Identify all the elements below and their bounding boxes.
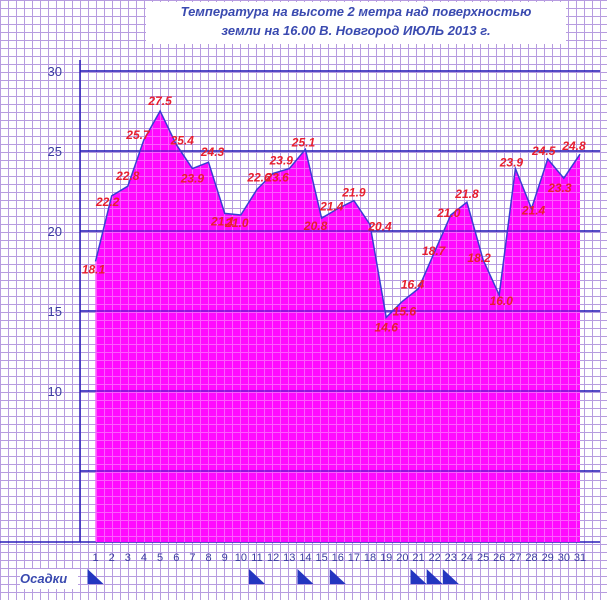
data-label-day-19: 14.6 <box>375 320 399 334</box>
precipitation-marker-day-11 <box>249 569 265 584</box>
x-tick-label-18: 18 <box>364 552 376 564</box>
data-label-day-31: 24.8 <box>561 139 586 153</box>
precipitation-marker-day-16 <box>329 569 346 584</box>
x-tick-label-13: 13 <box>283 552 295 564</box>
x-tick-label-19: 19 <box>380 552 392 564</box>
data-label-day-26: 16.0 <box>490 294 514 308</box>
y-tick-label-20: 20 <box>48 224 62 239</box>
data-label-day-23: 21.0 <box>436 206 461 220</box>
data-label-day-25: 18.2 <box>467 251 491 265</box>
data-label-day-8: 24.3 <box>200 145 225 159</box>
x-tick-label-31: 31 <box>574 552 586 564</box>
data-label-day-12: 23.6 <box>264 170 289 184</box>
y-tick-label-15: 15 <box>48 304 62 319</box>
data-label-day-28: 21.4 <box>521 204 546 218</box>
y-tick-label-30: 30 <box>48 64 62 79</box>
x-tick-label-9: 9 <box>222 552 228 564</box>
chart-title: Температура на высоте 2 метра над поверх… <box>146 2 566 44</box>
precipitation-marker-day-1 <box>87 569 104 584</box>
data-label-day-3: 22.8 <box>115 169 140 183</box>
data-label-day-29: 24.5 <box>531 144 556 158</box>
data-label-day-13: 23.9 <box>269 154 294 168</box>
temperature-line <box>94 109 581 319</box>
chart-title-line1: Температура на высоте 2 метра над поверх… <box>180 4 532 19</box>
chart-title-line2: земли на 16.00 В. Новгород ИЮЛЬ 2013 г. <box>221 23 491 38</box>
data-label-day-22: 18.7 <box>422 244 447 258</box>
x-tick-label-5: 5 <box>157 552 163 564</box>
x-tick-label-3: 3 <box>125 552 131 564</box>
x-tick-label-4: 4 <box>141 552 147 564</box>
data-label-day-21: 16.4 <box>401 278 425 292</box>
data-label-day-17: 21.9 <box>341 186 366 200</box>
precipitation-label: Осадки <box>20 569 78 589</box>
data-label-day-27: 23.9 <box>499 156 524 170</box>
data-label-day-16: 21.4 <box>319 200 344 214</box>
x-tick-label-24: 24 <box>461 552 473 564</box>
x-tick-label-15: 15 <box>315 552 327 564</box>
x-tick-label-14: 14 <box>299 552 311 564</box>
data-label-day-24: 21.8 <box>454 187 479 201</box>
data-label-day-6: 25.4 <box>170 134 195 148</box>
data-label-day-15: 20.8 <box>303 219 328 233</box>
x-tick-label-1: 1 <box>92 552 98 564</box>
x-tick-label-23: 23 <box>445 552 457 564</box>
x-tick-label-11: 11 <box>251 552 262 564</box>
x-tick-label-2: 2 <box>109 552 115 564</box>
data-label-day-10: 21.0 <box>224 216 249 230</box>
x-tick-label-16: 16 <box>332 552 344 564</box>
precipitation-marker-day-21 <box>410 569 427 584</box>
data-label-day-14: 25.1 <box>291 135 316 149</box>
x-tick-label-20: 20 <box>396 552 408 564</box>
temperature-area <box>95 111 580 542</box>
data-label-day-1: 18.1 <box>82 262 106 276</box>
x-tick-label-26: 26 <box>493 552 505 564</box>
data-label-day-7: 23.9 <box>180 172 205 186</box>
x-tick-label-29: 29 <box>542 552 554 564</box>
y-tick-label-10: 10 <box>48 384 62 399</box>
data-label-day-18: 20.4 <box>367 220 392 234</box>
data-label-day-9: 21.1 <box>210 214 235 228</box>
x-tick-label-6: 6 <box>173 552 179 564</box>
x-tick-label-22: 22 <box>429 552 441 564</box>
data-label-day-30: 23.3 <box>547 181 572 195</box>
data-label-day-20: 15.6 <box>393 304 417 318</box>
data-label-day-2: 22.2 <box>95 195 120 209</box>
precipitation-marker-day-22 <box>426 569 443 584</box>
x-tick-label-7: 7 <box>189 552 195 564</box>
data-label-day-11: 22.6 <box>246 170 271 184</box>
data-label-day-4: 25.7 <box>125 128 151 142</box>
precipitation-marker-day-14 <box>297 569 314 584</box>
x-tick-label-17: 17 <box>348 552 360 564</box>
x-tick-label-10: 10 <box>235 552 247 564</box>
data-label-day-5: 27.5 <box>147 94 172 108</box>
x-tick-label-12: 12 <box>267 552 279 564</box>
x-tick-label-25: 25 <box>477 552 489 564</box>
x-tick-label-21: 21 <box>412 552 424 564</box>
x-tick-label-8: 8 <box>205 552 211 564</box>
precipitation-marker-day-23 <box>442 569 459 584</box>
x-tick-label-27: 27 <box>509 552 521 564</box>
x-tick-label-30: 30 <box>558 552 570 564</box>
y-tick-label-25: 25 <box>48 144 62 159</box>
x-tick-label-28: 28 <box>525 552 537 564</box>
